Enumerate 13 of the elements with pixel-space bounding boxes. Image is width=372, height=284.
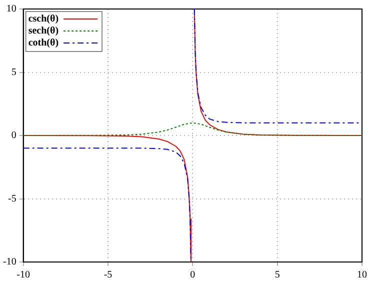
y-tick-label: 0 xyxy=(11,130,16,142)
x-tick-label: 10 xyxy=(357,270,367,281)
x-tick-label: -5 xyxy=(104,270,112,281)
legend-label: sech(θ) xyxy=(28,26,59,37)
x-tick-label: 0 xyxy=(190,270,196,281)
y-tick-label: -5 xyxy=(8,193,16,204)
line-series xyxy=(23,122,362,136)
legend-label: csch(θ) xyxy=(28,14,59,25)
legend-label: coth(θ) xyxy=(28,38,59,49)
y-tick-label: -10 xyxy=(2,256,16,268)
y-tick-label: 10 xyxy=(6,4,16,15)
y-tick-label: 5 xyxy=(11,66,16,78)
x-tick-label: 5 xyxy=(274,270,280,281)
